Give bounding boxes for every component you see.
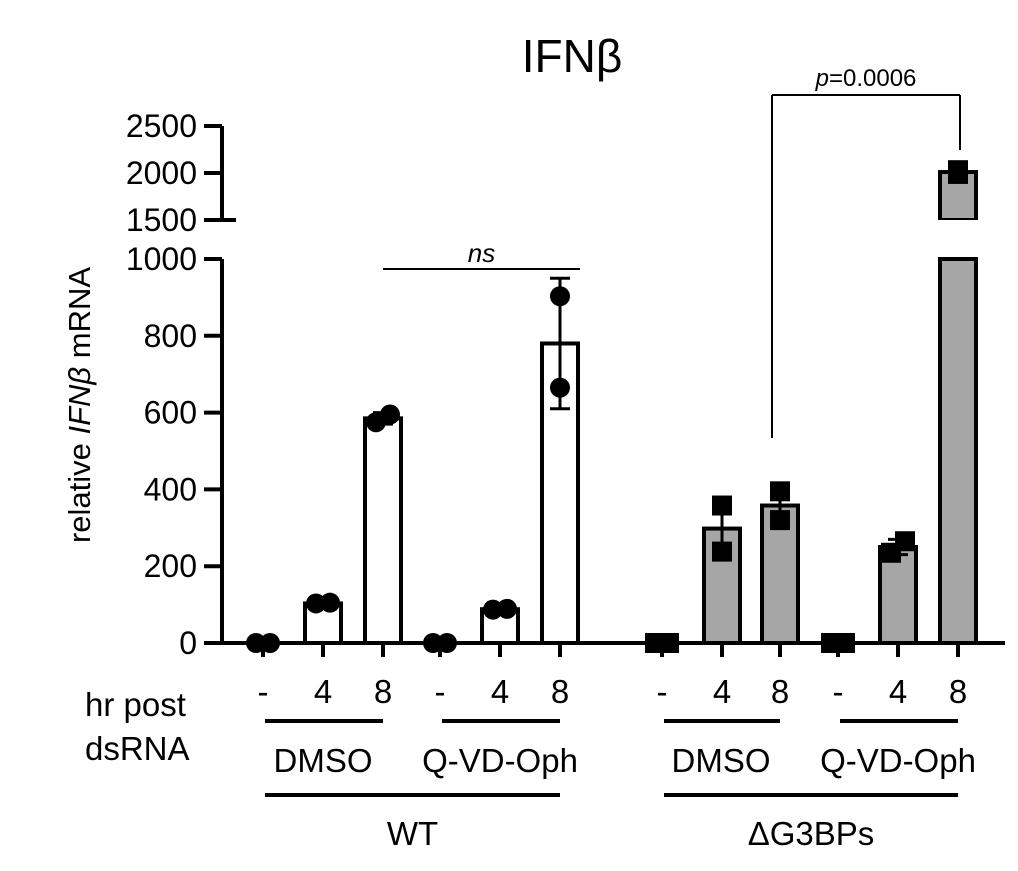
x-tick-label: 4: [314, 673, 332, 710]
x-tick-label: 4: [889, 673, 907, 710]
data-point: [550, 377, 570, 398]
y-tick-label: 1000: [126, 241, 197, 277]
data-point: [712, 541, 732, 562]
x-tick-label: -: [657, 673, 668, 710]
x-tick-label: 8: [949, 673, 967, 710]
x-tick-label: -: [833, 673, 844, 710]
treatment-label: DMSO: [274, 742, 373, 779]
treatment-label: Q-VD-Oph: [820, 742, 976, 779]
data-point: [497, 598, 517, 619]
data-point: [659, 633, 679, 653]
y-tick-label: 0: [179, 625, 197, 661]
data-point: [835, 633, 855, 653]
row-label-line1: hr post: [85, 686, 186, 723]
treatment-label: Q-VD-Oph: [422, 742, 578, 779]
bars: [303, 170, 980, 646]
comparison-label-p: p=0.0006: [815, 65, 917, 92]
data-point: [948, 160, 968, 181]
data-point: [246, 633, 266, 653]
y-tick-label: 800: [144, 318, 197, 354]
comparison-label-ns: ns: [468, 238, 495, 268]
genotype-label: WT: [387, 815, 438, 852]
data-point: [770, 481, 790, 502]
y-tick-label: 2500: [126, 108, 197, 144]
row-label-line2: dsRNA: [85, 730, 190, 767]
chart-title: IFNβ: [522, 30, 623, 82]
group-labels: DMSO Q-VD-Oph DMSO Q-VD-Oph WT ΔG3BPs: [265, 719, 976, 852]
y-axis-label: relative IFNβ mRNA: [62, 267, 97, 543]
x-tick-label: 4: [713, 673, 731, 710]
x-tick-label: 4: [491, 673, 509, 710]
y-tick-label: 600: [144, 395, 197, 431]
x-tick-labels: - 4 8 - 4 8 - 4 8 - 4 8: [258, 673, 968, 710]
x-tick-label: 8: [771, 673, 789, 710]
svg-text:relative IFNβ mRNA: relative IFNβ mRNA: [62, 267, 97, 543]
data-point: [437, 633, 457, 653]
data-points: [246, 160, 968, 653]
x-tick-label: -: [258, 673, 269, 710]
y-tick-label: 200: [144, 548, 197, 584]
bar: [878, 545, 918, 645]
bar: [938, 257, 978, 645]
x-tick-label: -: [435, 673, 446, 710]
x-tick-label: 8: [374, 673, 392, 710]
axis-break-gap: [936, 220, 980, 255]
data-point: [423, 633, 443, 653]
x-tick-label: 8: [551, 673, 569, 710]
data-point: [320, 592, 340, 613]
data-point: [380, 404, 400, 425]
bar: [363, 416, 403, 645]
y-tick-label: 2000: [126, 155, 197, 191]
data-point: [550, 286, 570, 307]
y-tick-label: 400: [144, 471, 197, 507]
comparisons: ns p=0.0006: [383, 65, 961, 438]
treatment-label: DMSO: [672, 742, 771, 779]
data-point: [895, 531, 915, 552]
y-tick-label: 1500: [126, 202, 197, 238]
data-point: [770, 510, 790, 531]
data-point: [712, 495, 732, 516]
data-point: [260, 633, 280, 653]
error-bars: [313, 168, 968, 612]
genotype-label: ΔG3BPs: [748, 815, 875, 852]
